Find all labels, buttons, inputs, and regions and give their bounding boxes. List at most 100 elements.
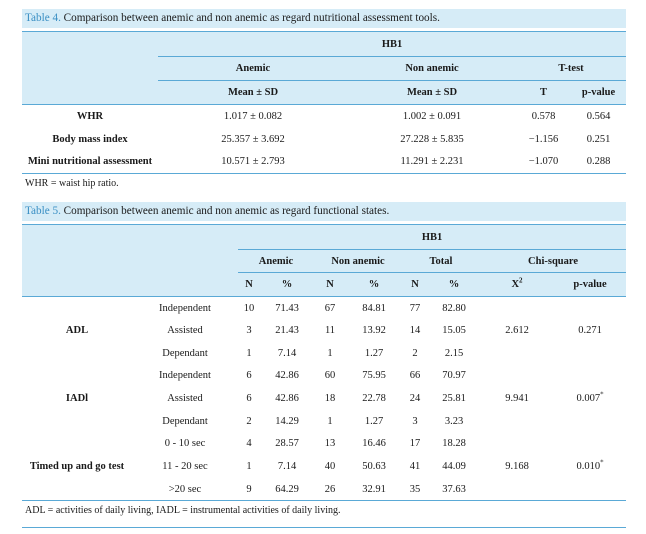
table5-cell: 2 <box>412 347 418 359</box>
table5-chi-value: 2.612 <box>505 325 529 337</box>
table5-chi-value <box>480 478 554 502</box>
table5-cell: 71.43 <box>275 302 299 314</box>
table-row: Body mass index 25.357 ± 3.692 27.228 ± … <box>22 128 626 151</box>
table4-cell: 1.017 ± 0.082 <box>223 110 283 122</box>
table4-cell: 27.228 ± 5.835 <box>400 133 464 145</box>
table5-cell: 13 <box>324 438 336 450</box>
table5-cell: 84.81 <box>362 302 386 314</box>
table-row: Dependant 2 14.29 1 1.27 3 3.23 <box>22 410 626 433</box>
table4-col-anemic: Anemic <box>235 63 271 74</box>
table5-cell: 1 <box>327 415 333 427</box>
table5-cell: 18.28 <box>442 438 466 450</box>
table5-col-non-anemic: Non anemic <box>331 255 385 267</box>
table4-cell: 11.291 ± 2.231 <box>348 150 516 174</box>
table5-sub-x2: X2 <box>480 272 554 297</box>
table5-sub-pct: % <box>260 272 314 297</box>
table5-p-value-text: 0.010 <box>576 461 601 473</box>
table5-cell: 3 <box>246 325 252 337</box>
table5-cell: 14.29 <box>275 415 299 427</box>
table5-p-value: 0.010* <box>554 455 626 478</box>
table4-cell: 25.357 ± 3.692 <box>221 133 285 145</box>
table5-category: Assisted <box>167 325 203 337</box>
table-row: 0 - 10 sec 4 28.57 13 16.46 17 18.28 <box>22 433 626 456</box>
table5-chi-value <box>480 342 554 365</box>
bottom-rule <box>22 527 626 529</box>
table5-category: >20 sec <box>132 478 238 502</box>
table5-cell: 70.97 <box>442 370 466 382</box>
table5-category: 0 - 10 sec <box>164 438 206 450</box>
table-row: Independent 10 71.43 67 84.81 77 82.80 <box>22 297 626 320</box>
table5-p-value: 0.271 <box>554 319 626 342</box>
table5-cell: 77 <box>409 302 421 314</box>
table5-cell: 40 <box>324 461 336 473</box>
table-row: ADL Assisted 3 21.43 11 13.92 14 15.05 2.612 0.27… <box>22 319 626 342</box>
table5-group-label <box>22 410 132 433</box>
table4-col-ttest: T-test <box>558 63 584 74</box>
table5-group-label <box>22 342 132 365</box>
table5-group-label <box>22 297 132 320</box>
table5-body: Independent 10 71.43 67 84.81 77 82.80 ADL Assis… <box>22 297 627 502</box>
table5-cell: 82.80 <box>442 302 466 314</box>
table-row: Timed up and go test 11 - 20 sec 1 7.14 40 50… <box>22 455 626 478</box>
table5: HB1 Anemic Non anemic Total Chi-square N… <box>22 224 627 502</box>
table5-p-value <box>554 478 627 502</box>
table5-cell: 42.86 <box>275 370 299 382</box>
table5-sub-pct: % <box>428 272 480 297</box>
table4-sub-mean-anemic: Mean ± SD <box>158 80 348 105</box>
table5-cell: 44.09 <box>442 461 466 473</box>
table5-p-value <box>554 410 626 433</box>
table5-chi-value <box>480 433 554 456</box>
table5-p-value-text: 0.271 <box>578 325 602 337</box>
table4-group-header: HB1 <box>158 31 627 57</box>
table5-cell: 2.15 <box>444 347 464 359</box>
table5-cell: 50.63 <box>362 461 386 473</box>
table4-cell: −1.156 <box>528 133 559 145</box>
table5-chi-value: 9.941 <box>505 393 529 405</box>
table5-cell: 26 <box>314 478 346 502</box>
table5-cell: 22.78 <box>362 393 386 405</box>
table5-cell: 18 <box>324 393 336 405</box>
table4-row-label: Body mass index <box>52 133 128 145</box>
table4-cell: −1.070 <box>516 150 571 174</box>
table5-chi-value <box>480 297 554 320</box>
table5-caption: Table 5. Comparison between anemic and n… <box>22 202 626 221</box>
table5-cell: 28.57 <box>275 438 299 450</box>
table5-category: Independent <box>159 370 211 382</box>
table5-p-value: 0.007* <box>554 387 626 410</box>
table4-cell: 0.251 <box>586 133 611 145</box>
table5-cell: 64.29 <box>260 478 314 502</box>
table5-cell: 6 <box>246 393 252 405</box>
table-row: Independent 6 42.86 60 75.95 66 70.97 <box>22 365 626 388</box>
table5-category: Dependant <box>162 347 208 359</box>
table5-cell: 2 <box>246 415 252 427</box>
table5-p-value <box>554 365 626 388</box>
table5-cell: 17 <box>409 438 421 450</box>
table4-sub-mean-non-anemic: Mean ± SD <box>348 80 516 105</box>
table5-p-value-text: 0.007 <box>576 393 601 405</box>
table4-sub-p: p-value <box>571 80 627 105</box>
table5-cell: 7.14 <box>277 347 297 359</box>
table5-cell: 13.92 <box>362 325 386 337</box>
table5-cell: 37.63 <box>428 478 480 502</box>
table5-cell: 41 <box>409 461 421 473</box>
table4-row-label: Mini nutritional assessment <box>22 150 158 174</box>
table5-p-value <box>554 342 626 365</box>
table4: HB1 Anemic Non anemic T-test Mean ± SD M… <box>22 31 627 174</box>
table4-caption: Table 4. Comparison between anemic and n… <box>22 9 626 28</box>
table5-p-value-marker: * <box>600 458 604 467</box>
table5-cell: 25.81 <box>442 393 466 405</box>
table5-cell: 9 <box>238 478 260 502</box>
table4-footnote: WHR = waist hip ratio. <box>25 178 119 189</box>
table5-category: 11 - 20 sec <box>162 461 208 473</box>
table5-category: Independent <box>159 302 211 314</box>
table5-category: Dependant <box>162 415 208 427</box>
table4-cell: 0.564 <box>586 110 611 122</box>
table5-cell: 14 <box>409 325 421 337</box>
table5-col-chi: Chi-square <box>528 255 579 267</box>
table5-cell: 1.27 <box>364 415 384 427</box>
table5-cell: 11 <box>324 325 336 337</box>
table4-sub-t: T <box>516 80 571 105</box>
table5-cell: 1 <box>246 461 252 473</box>
table5-cell: 66 <box>409 370 421 382</box>
table-row: Mini nutritional assessment 10.571 ± 2.7… <box>22 150 627 174</box>
